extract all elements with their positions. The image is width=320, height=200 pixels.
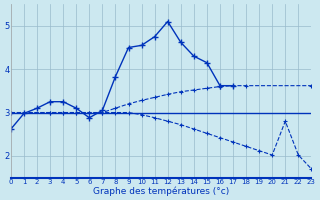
X-axis label: Graphe des températures (°c): Graphe des températures (°c) (93, 186, 229, 196)
